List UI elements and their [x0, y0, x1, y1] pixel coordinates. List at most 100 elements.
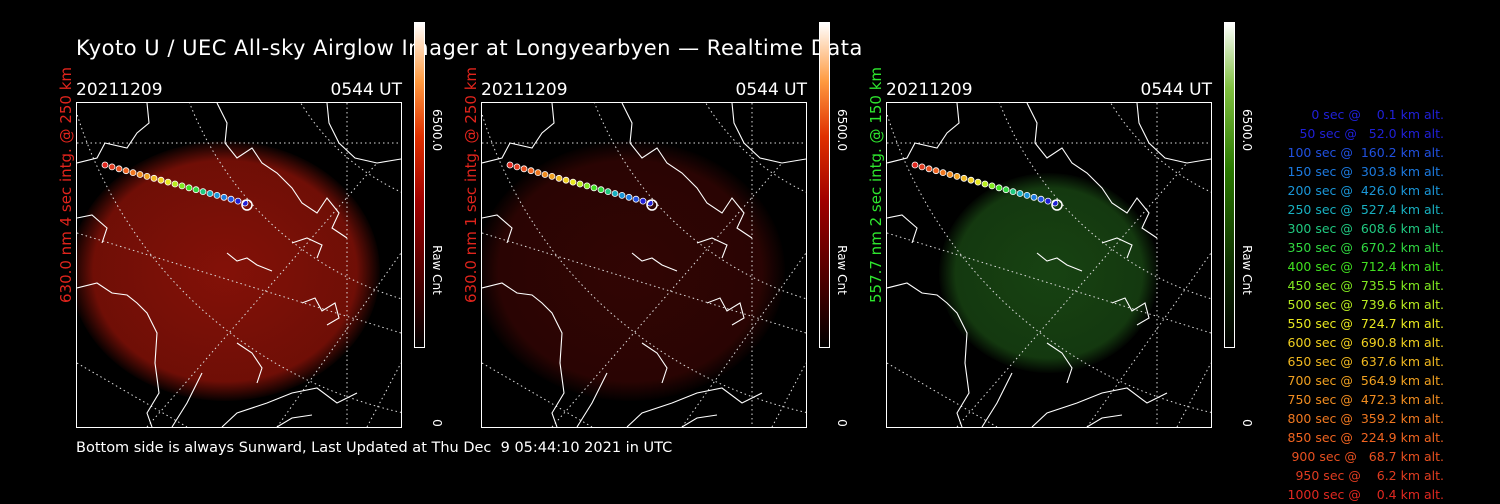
trajectory-point — [1023, 192, 1031, 199]
footer-status: Bottom side is always Sunward, Last Upda… — [76, 440, 673, 456]
trajectory-point — [101, 161, 109, 169]
legend-row: 900 sec @ 68.7 km alt. — [1291, 449, 1444, 464]
legend-row: 200 sec @ 426.0 km alt. — [1287, 183, 1444, 198]
trajectory-point — [157, 176, 165, 184]
legend-row: 50 sec @ 52.0 km alt. — [1299, 126, 1444, 141]
panel2-colorbar-max: 6500.0 — [835, 109, 849, 151]
airglow-region — [77, 141, 380, 401]
coastline — [171, 372, 203, 427]
coastline — [216, 103, 348, 239]
trajectory-point — [1037, 195, 1045, 203]
coastline — [1111, 297, 1150, 326]
coastline — [301, 297, 340, 326]
trajectory-point — [611, 190, 619, 197]
coastline — [236, 342, 263, 384]
panel-3: 20211209 0544 UT — [886, 80, 1212, 430]
panel3-date: 20211209 — [886, 80, 973, 100]
legend-row: 1000 sec @ 0.4 km alt. — [1287, 487, 1444, 502]
coastline — [1101, 237, 1133, 259]
legend-row: 400 sec @ 712.4 km alt. — [1287, 259, 1444, 274]
panel3-sky-image — [886, 102, 1212, 428]
trajectory-point — [199, 188, 207, 195]
coastline — [291, 237, 323, 259]
trajectory-point — [618, 192, 626, 199]
trajectory-point — [234, 197, 242, 205]
trajectory-point — [639, 197, 647, 205]
legend-row: 300 sec @ 608.6 km alt. — [1287, 221, 1444, 236]
coastline — [887, 103, 960, 164]
panel3-channel-label: 557.7 nm 2 sec intg. @ 150 km — [866, 22, 886, 348]
legend-row: 100 sec @ 160.2 km alt. — [1287, 145, 1444, 160]
coastline — [631, 252, 678, 272]
panel1-sky-image — [76, 102, 402, 428]
coastline — [1036, 252, 1083, 272]
legend-row: 150 sec @ 303.8 km alt. — [1287, 164, 1444, 179]
coastline — [1086, 414, 1123, 427]
coastline — [226, 252, 273, 272]
station-marker — [241, 199, 253, 211]
trajectory-point — [1016, 190, 1024, 197]
panel1-channel-label: 630.0 nm 4 sec intg. @ 250 km — [56, 22, 76, 348]
legend-row: 800 sec @ 359.2 km alt. — [1287, 411, 1444, 426]
panel3-time: 0544 UT — [1140, 80, 1213, 100]
trajectory-point — [974, 178, 982, 186]
coastline — [77, 214, 108, 244]
trajectory-point — [513, 163, 521, 171]
trajectory-point — [506, 161, 514, 169]
legend-row: 350 sec @ 670.2 km alt. — [1287, 240, 1444, 255]
trajectory-point — [178, 182, 186, 190]
trajectory-point — [185, 184, 193, 192]
trajectory-point — [946, 171, 954, 178]
panel2-sky-image — [481, 102, 807, 428]
trajectory-point — [1044, 197, 1052, 205]
trajectory-point — [583, 182, 591, 190]
trajectory-point — [136, 171, 144, 178]
panel2-colorbar-unit: Raw Cnt — [835, 245, 849, 295]
coastline — [981, 372, 1013, 427]
trajectory-point — [604, 188, 612, 195]
trajectory-point — [981, 180, 989, 188]
trajectory-point — [918, 163, 926, 171]
panel1-colorbar-min: 0 — [430, 419, 444, 427]
legend-row: 950 sec @ 6.2 km alt. — [1295, 468, 1444, 483]
trajectory-point — [1030, 193, 1038, 201]
coastline — [1026, 103, 1158, 239]
legend-row: 500 sec @ 739.6 km alt. — [1287, 297, 1444, 312]
coastline — [482, 103, 555, 164]
panel1-colorbar-max: 6500.0 — [430, 109, 444, 151]
trajectory-point — [1002, 186, 1010, 194]
panel2-time: 0544 UT — [735, 80, 808, 100]
coastline — [326, 103, 401, 164]
station-marker — [646, 199, 658, 211]
trajectory-point — [213, 192, 221, 199]
legend-row: 550 sec @ 724.7 km alt. — [1287, 316, 1444, 331]
coastline — [576, 372, 608, 427]
panel2-date: 20211209 — [481, 80, 568, 100]
panel2-channel-label: 630.0 nm 1 sec intg. @ 250 km — [461, 22, 481, 348]
coastline — [1031, 387, 1168, 427]
panel3-colorbar-max: 6500.0 — [1240, 109, 1254, 151]
trajectory-point — [534, 169, 542, 176]
page-title: Kyoto U / UEC All-sky Airglow Imager at … — [76, 36, 863, 60]
coastline — [731, 103, 806, 164]
trajectory-point — [227, 195, 235, 203]
trajectory-point — [108, 163, 116, 171]
panel1-date: 20211209 — [76, 80, 163, 100]
coastline — [887, 282, 970, 427]
trajectory-point — [562, 176, 570, 184]
trajectory-point — [527, 167, 535, 175]
coastline — [626, 387, 763, 427]
trajectory-point — [548, 173, 556, 180]
trajectory-point — [569, 178, 577, 186]
panel-2: 20211209 0544 UT — [481, 80, 807, 430]
trajectory-point — [632, 195, 640, 203]
trajectory-point — [925, 165, 933, 173]
coastline — [887, 214, 918, 244]
trajectory-point — [115, 165, 123, 173]
trajectory-point — [171, 180, 179, 188]
trajectory-point — [590, 184, 598, 192]
coastline — [621, 103, 753, 239]
trajectory-point — [555, 174, 563, 182]
coastline — [1046, 342, 1073, 384]
coastline — [641, 342, 668, 384]
